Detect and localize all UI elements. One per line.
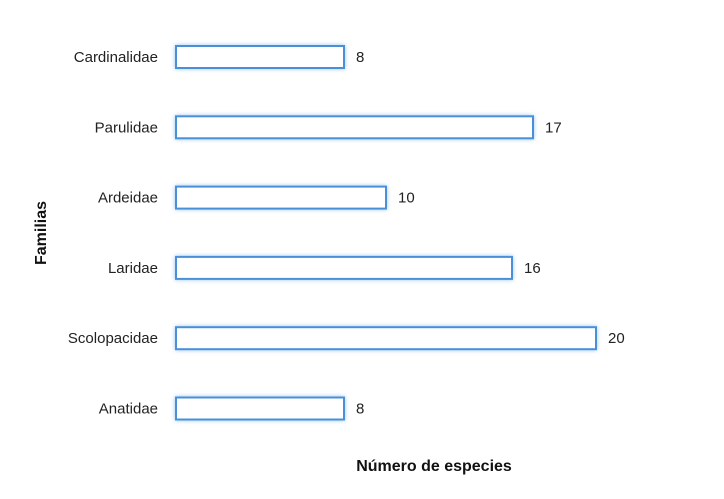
- category-label-scolopacidae: Scolopacidae: [68, 330, 158, 347]
- value-label-scolopacidae: 20: [608, 330, 625, 347]
- category-label-ardeidae: Ardeidae: [98, 190, 158, 207]
- bars-group: [175, 45, 597, 421]
- category-label-laridae: Laridae: [108, 260, 158, 277]
- value-label-cardinalidae: 8: [356, 49, 364, 66]
- value-label-parulidae: 17: [545, 119, 562, 136]
- value-label-anatidae: 8: [356, 401, 364, 418]
- category-labels-group: Cardinalidae Parulidae Ardeidae Laridae Scol…: [68, 49, 158, 418]
- bar-laridae: [175, 255, 513, 280]
- value-labels-group: 8 17 10 16 20 8: [356, 49, 625, 418]
- bar-scolopacidae: [175, 326, 597, 351]
- value-label-ardeidae: 10: [398, 190, 415, 207]
- x-axis-title: Número de especies: [356, 458, 512, 475]
- category-label-parulidae: Parulidae: [95, 119, 158, 136]
- bar-cardinalidae: [175, 45, 345, 69]
- category-label-cardinalidae: Cardinalidae: [74, 49, 158, 66]
- bar-ardeidae: [175, 185, 387, 210]
- bar-anatidae: [175, 396, 345, 421]
- category-label-anatidae: Anatidae: [99, 401, 158, 418]
- value-label-laridae: 16: [524, 260, 541, 277]
- bar-parulidae: [175, 115, 534, 140]
- y-axis-title: Familias: [33, 201, 50, 265]
